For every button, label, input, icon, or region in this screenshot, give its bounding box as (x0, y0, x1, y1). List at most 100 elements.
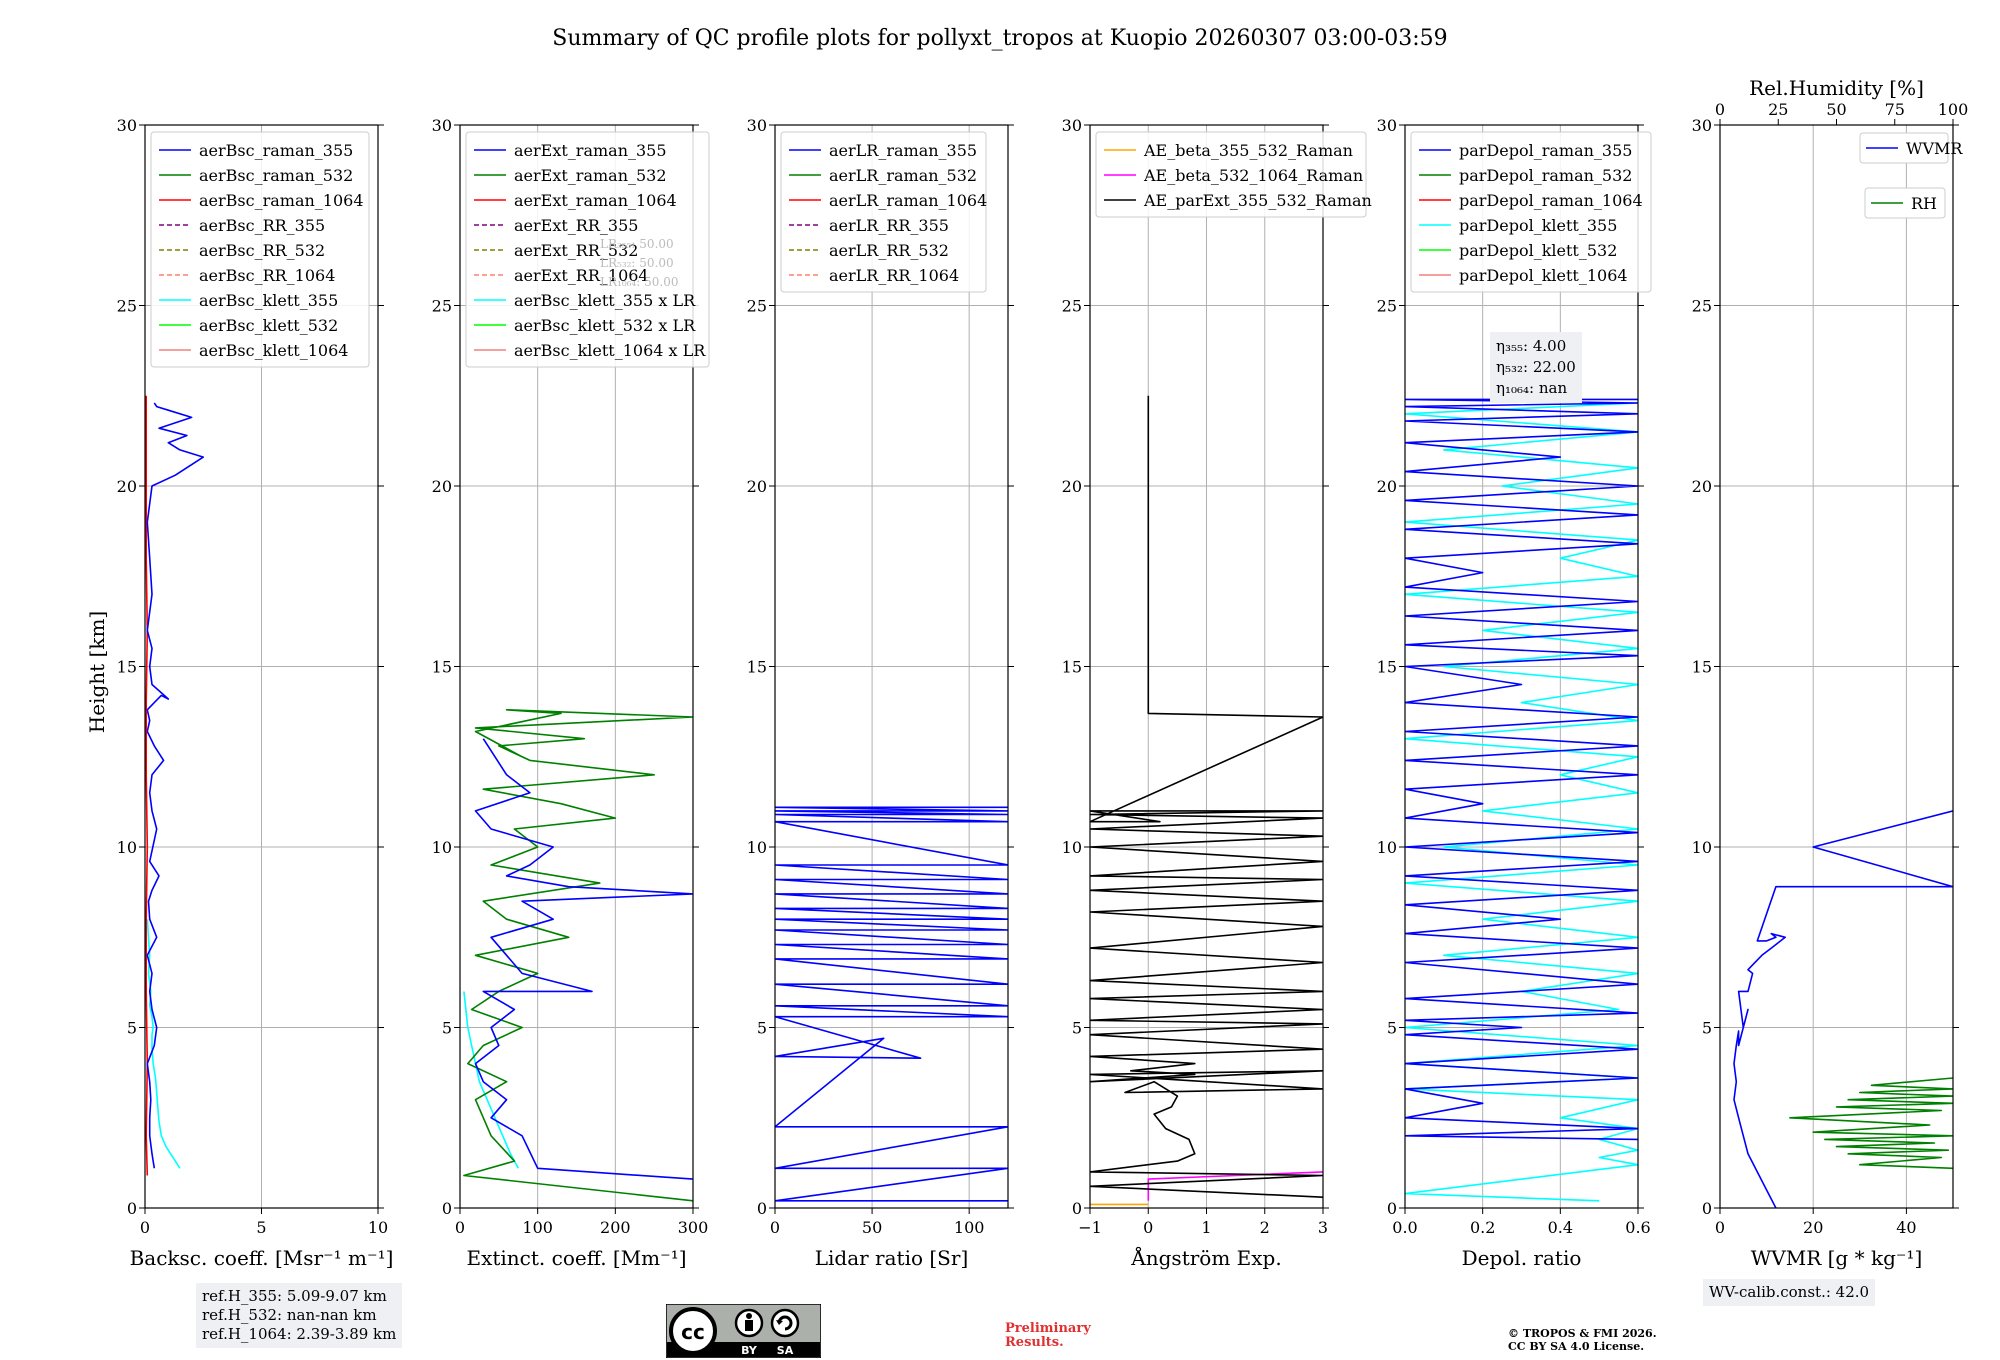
legend-box (1859, 132, 1949, 164)
series-group-wv (1733, 810, 1953, 1208)
series-group-ext (463, 708, 693, 1202)
x-tick-label: 0 (770, 1218, 780, 1237)
series-group-ae (1090, 395, 1323, 1206)
legend-label: aerExt_raman_355 (514, 141, 667, 160)
x2-tick-label: 75 (1885, 100, 1905, 119)
legend-label: aerLR_RR_532 (829, 241, 949, 260)
refh-355: ref.H_355: 5.09-9.07 km (202, 1287, 387, 1305)
preliminary-line-1: Preliminary (1005, 1321, 1091, 1336)
x2-tick-label: 100 (1938, 100, 1969, 119)
legend-label: AE_beta_532_1064_Raman (1143, 166, 1363, 185)
cc-icon (669, 1307, 717, 1355)
eta-355-label: η₃₅₅: (1496, 337, 1533, 355)
legend-label: AE_parExt_355_532_Raman (1143, 191, 1372, 210)
legend-label: aerLR_raman_355 (829, 141, 977, 160)
x-tick-label: 100 (954, 1218, 985, 1237)
series-group-depol (1405, 398, 1638, 1202)
panel-depol: 0 5 10 15 20 25 30 0.0 0.2 0.4 0.6 Depol. ratio parD… (1377, 116, 1652, 1270)
x2-tick-label: 0 (1715, 100, 1725, 119)
copyright-note: © TROPOS & FMI 2026. CC BY SA 4.0 Licens… (1508, 1327, 1657, 1353)
x-tick-label: 300 (678, 1218, 709, 1237)
x-tick-label: 0 (140, 1218, 150, 1237)
legend-box (1864, 187, 1946, 219)
eta-355-value: 4.00 (1532, 337, 1567, 355)
legend-label: AE_beta_355_532_Raman (1143, 141, 1353, 160)
y-tick-label: 25 (747, 297, 767, 316)
y-tick-label: 30 (1692, 116, 1712, 135)
series-WVMR (1733, 810, 1953, 1208)
y-tick-label: 0 (757, 1199, 767, 1218)
series-group-lr (775, 806, 1008, 1202)
x-tick-label: 3 (1318, 1218, 1328, 1237)
y-tick-label: 10 (1692, 838, 1712, 857)
y-tick-label: 20 (747, 477, 767, 496)
x-tick-label: 5 (256, 1218, 266, 1237)
legend-label: aerExt_raman_1064 (514, 191, 677, 210)
x-tick-label: 0.2 (1470, 1218, 1495, 1237)
legend-label: aerBsc_klett_1064 (199, 341, 348, 360)
y-tick-label: 5 (757, 1019, 767, 1038)
series-aerExt_raman_355 (474, 738, 693, 1180)
y-tick-label: 10 (1062, 838, 1082, 857)
legend-label: parDepol_klett_1064 (1459, 266, 1628, 285)
legend-label: aerExt_RR_532 (514, 241, 638, 260)
legend-label: parDepol_klett_532 (1459, 241, 1617, 260)
y-tick-label: 0 (442, 1199, 452, 1218)
y-tick-label: 15 (432, 658, 452, 677)
eta-1064: η₁₀₆₄: nan (1496, 378, 1576, 399)
x-axis-label: Extinct. coeff. [Mm⁻¹] (466, 1246, 686, 1270)
legend-label: parDepol_klett_355 (1459, 216, 1617, 235)
legend-label: aerBsc_klett_355 (199, 291, 338, 310)
y-tick-label: 10 (747, 838, 767, 857)
panel-bsc: 0 5 10 15 20 25 30 0 5 10 Backsc. coeff. [Msr⁻¹ m⁻… (117, 116, 394, 1270)
y-tick-label: 20 (117, 477, 137, 496)
cc-license-badge: cc BY SA (666, 1304, 821, 1358)
y-tick-label: 15 (117, 658, 137, 677)
x2-tick-label: 25 (1768, 100, 1788, 119)
legend-depol: parDepol_raman_355 parDepol_raman_532 parD… (1410, 131, 1652, 293)
y-tick-label: 25 (1692, 297, 1712, 316)
series-aerLR_raman_355 (775, 806, 1008, 1202)
series-aerBsc_raman_1064 (145, 395, 149, 1176)
x-tick-label: 100 (522, 1218, 553, 1237)
series-AE_beta_532_1064_Raman (1147, 1171, 1323, 1201)
series-aerExt_raman_532 (463, 708, 693, 1202)
lr-faded-box: LR₃₅₅: 50.00 LR₅₃₂: 50.00 LR₁₀₆₄: 50.00 (600, 235, 678, 292)
legend-label: aerLR_RR_355 (829, 216, 949, 235)
x-axis-label: WVMR [g * kg⁻¹] (1751, 1246, 1923, 1270)
refh-532: ref.H_532: nan-nan km (202, 1306, 377, 1324)
legend-box (1095, 131, 1367, 218)
x-tick-label: 0 (1715, 1218, 1725, 1237)
y-tick-label: 0 (1072, 1199, 1082, 1218)
legend-ae: AE_beta_355_532_Raman AE_beta_532_1064_Ra… (1095, 131, 1372, 218)
y-tick-label: 20 (1062, 477, 1082, 496)
y-tick-label: 5 (1387, 1019, 1397, 1038)
y-tick-label: 30 (432, 116, 452, 135)
y-tick-label: 25 (432, 297, 452, 316)
y-tick-label: 5 (1702, 1019, 1712, 1038)
x-axis-label: Backsc. coeff. [Msr⁻¹ m⁻¹] (130, 1246, 394, 1270)
eta-532-value: 22.00 (1532, 358, 1576, 376)
y-tick-label: 5 (1072, 1019, 1082, 1038)
x-axis-label: Lidar ratio [Sr] (815, 1246, 969, 1270)
y-axis-label: Height [km] (85, 611, 109, 733)
y-tick-label: 30 (1062, 116, 1082, 135)
legend-label: aerLR_raman_1064 (829, 191, 987, 210)
legend-WVMR: WVMR (1859, 132, 1963, 164)
legend-label: aerBsc_klett_532 x LR (514, 316, 696, 335)
y-tick-label: 0 (1387, 1199, 1397, 1218)
y-tick-label: 20 (1377, 477, 1397, 496)
lr-1064: LR₁₀₆₄: 50.00 (600, 275, 679, 289)
legend-label: aerExt_raman_532 (514, 166, 667, 185)
x-axis-label: Depol. ratio (1462, 1246, 1582, 1270)
legend-label: aerExt_RR_355 (514, 216, 638, 235)
reference-height-box: ref.H_355: 5.09-9.07 km ref.H_532: nan-n… (196, 1283, 403, 1348)
x-tick-label: 0.0 (1392, 1218, 1417, 1237)
y-tick-label: 5 (442, 1019, 452, 1038)
x2-tick-label: 50 (1826, 100, 1846, 119)
eta-1064-label: η₁₀₆₄: (1496, 379, 1539, 397)
y-tick-label: 20 (1692, 477, 1712, 496)
